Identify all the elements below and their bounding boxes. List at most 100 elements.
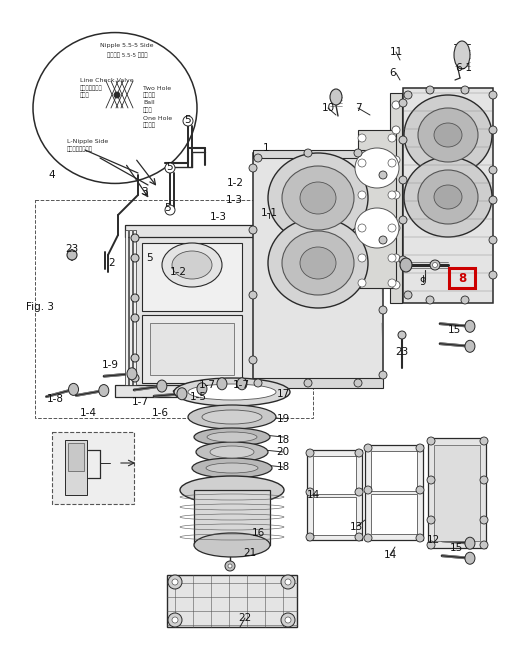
Ellipse shape bbox=[358, 279, 365, 287]
Text: ボール: ボール bbox=[143, 107, 153, 113]
Bar bbox=[125, 225, 260, 237]
Bar bbox=[142, 315, 241, 383]
Ellipse shape bbox=[299, 247, 335, 279]
Ellipse shape bbox=[207, 432, 257, 442]
Ellipse shape bbox=[464, 340, 474, 352]
Ellipse shape bbox=[391, 224, 399, 232]
Ellipse shape bbox=[398, 136, 406, 144]
Text: L-Nipple Side: L-Nipple Side bbox=[67, 138, 108, 143]
Ellipse shape bbox=[398, 176, 406, 184]
Text: 16: 16 bbox=[251, 528, 264, 538]
Ellipse shape bbox=[415, 444, 423, 452]
Text: 1-7: 1-7 bbox=[131, 397, 148, 407]
Ellipse shape bbox=[195, 442, 268, 462]
Bar bbox=[115, 385, 265, 397]
Text: 23: 23 bbox=[394, 347, 408, 357]
Bar bbox=[358, 130, 395, 288]
Ellipse shape bbox=[433, 185, 461, 209]
Ellipse shape bbox=[127, 368, 137, 379]
Ellipse shape bbox=[403, 91, 411, 99]
Ellipse shape bbox=[131, 354, 139, 362]
Ellipse shape bbox=[157, 380, 167, 392]
Text: ニップル 5.5-5 サイド: ニップル 5.5-5 サイド bbox=[107, 52, 147, 58]
Text: 12: 12 bbox=[426, 535, 439, 545]
Text: 1-9: 1-9 bbox=[102, 360, 118, 370]
Ellipse shape bbox=[479, 516, 487, 524]
Bar bbox=[65, 440, 87, 495]
Ellipse shape bbox=[425, 86, 433, 94]
Text: 5: 5 bbox=[184, 115, 191, 125]
Ellipse shape bbox=[488, 196, 496, 204]
Ellipse shape bbox=[281, 166, 354, 230]
Ellipse shape bbox=[464, 537, 474, 549]
Ellipse shape bbox=[398, 256, 406, 264]
Text: 5: 5 bbox=[146, 253, 153, 263]
Text: 4: 4 bbox=[48, 170, 55, 180]
Ellipse shape bbox=[254, 154, 262, 162]
Ellipse shape bbox=[248, 356, 257, 364]
Ellipse shape bbox=[196, 383, 207, 394]
Ellipse shape bbox=[201, 410, 262, 424]
Ellipse shape bbox=[165, 205, 175, 215]
Bar bbox=[252, 150, 382, 158]
Text: 6: 6 bbox=[389, 68, 395, 78]
Ellipse shape bbox=[488, 126, 496, 134]
Ellipse shape bbox=[188, 384, 275, 400]
Text: バルブ: バルブ bbox=[80, 92, 89, 98]
Ellipse shape bbox=[391, 101, 399, 109]
Ellipse shape bbox=[248, 291, 257, 299]
Ellipse shape bbox=[399, 258, 411, 272]
Ellipse shape bbox=[358, 134, 365, 142]
Ellipse shape bbox=[488, 166, 496, 174]
Ellipse shape bbox=[193, 533, 270, 557]
Ellipse shape bbox=[488, 91, 496, 99]
Bar bbox=[35, 200, 313, 418]
Ellipse shape bbox=[68, 383, 78, 395]
Ellipse shape bbox=[168, 575, 182, 589]
Bar bbox=[427, 438, 485, 548]
Ellipse shape bbox=[363, 486, 371, 494]
Ellipse shape bbox=[354, 149, 361, 157]
Text: 1-2: 1-2 bbox=[169, 267, 186, 277]
Text: 1-1: 1-1 bbox=[260, 208, 277, 218]
Ellipse shape bbox=[391, 254, 399, 262]
Text: Nipple 5.5-5 Side: Nipple 5.5-5 Side bbox=[100, 44, 154, 48]
Ellipse shape bbox=[426, 476, 434, 484]
Ellipse shape bbox=[363, 444, 371, 452]
Ellipse shape bbox=[415, 486, 423, 494]
Text: Ｌニップルサイド: Ｌニップルサイド bbox=[67, 146, 93, 152]
Ellipse shape bbox=[403, 157, 491, 237]
Text: 1-4: 1-4 bbox=[79, 408, 96, 418]
Ellipse shape bbox=[387, 159, 395, 167]
Ellipse shape bbox=[225, 561, 234, 571]
Text: 1-5: 1-5 bbox=[189, 392, 206, 402]
Ellipse shape bbox=[236, 378, 246, 390]
Text: 1: 1 bbox=[262, 143, 269, 153]
Bar bbox=[252, 378, 382, 388]
Ellipse shape bbox=[403, 291, 411, 299]
Ellipse shape bbox=[168, 613, 182, 627]
Ellipse shape bbox=[387, 224, 395, 232]
Ellipse shape bbox=[147, 254, 157, 264]
Ellipse shape bbox=[299, 182, 335, 214]
Ellipse shape bbox=[403, 95, 491, 175]
Text: 15: 15 bbox=[446, 325, 460, 335]
Ellipse shape bbox=[355, 148, 398, 188]
Ellipse shape bbox=[378, 306, 386, 314]
Text: 2: 2 bbox=[109, 258, 115, 268]
Ellipse shape bbox=[329, 89, 341, 105]
Ellipse shape bbox=[284, 617, 290, 623]
Bar bbox=[130, 230, 255, 388]
Ellipse shape bbox=[387, 191, 395, 199]
Ellipse shape bbox=[304, 149, 312, 157]
Ellipse shape bbox=[488, 236, 496, 244]
Ellipse shape bbox=[429, 260, 439, 270]
Ellipse shape bbox=[358, 191, 365, 199]
Ellipse shape bbox=[284, 579, 290, 585]
Ellipse shape bbox=[387, 279, 395, 287]
Ellipse shape bbox=[391, 126, 399, 134]
Text: 5: 5 bbox=[166, 162, 173, 172]
Ellipse shape bbox=[426, 437, 434, 445]
Ellipse shape bbox=[433, 123, 461, 147]
Text: 3: 3 bbox=[140, 187, 147, 197]
